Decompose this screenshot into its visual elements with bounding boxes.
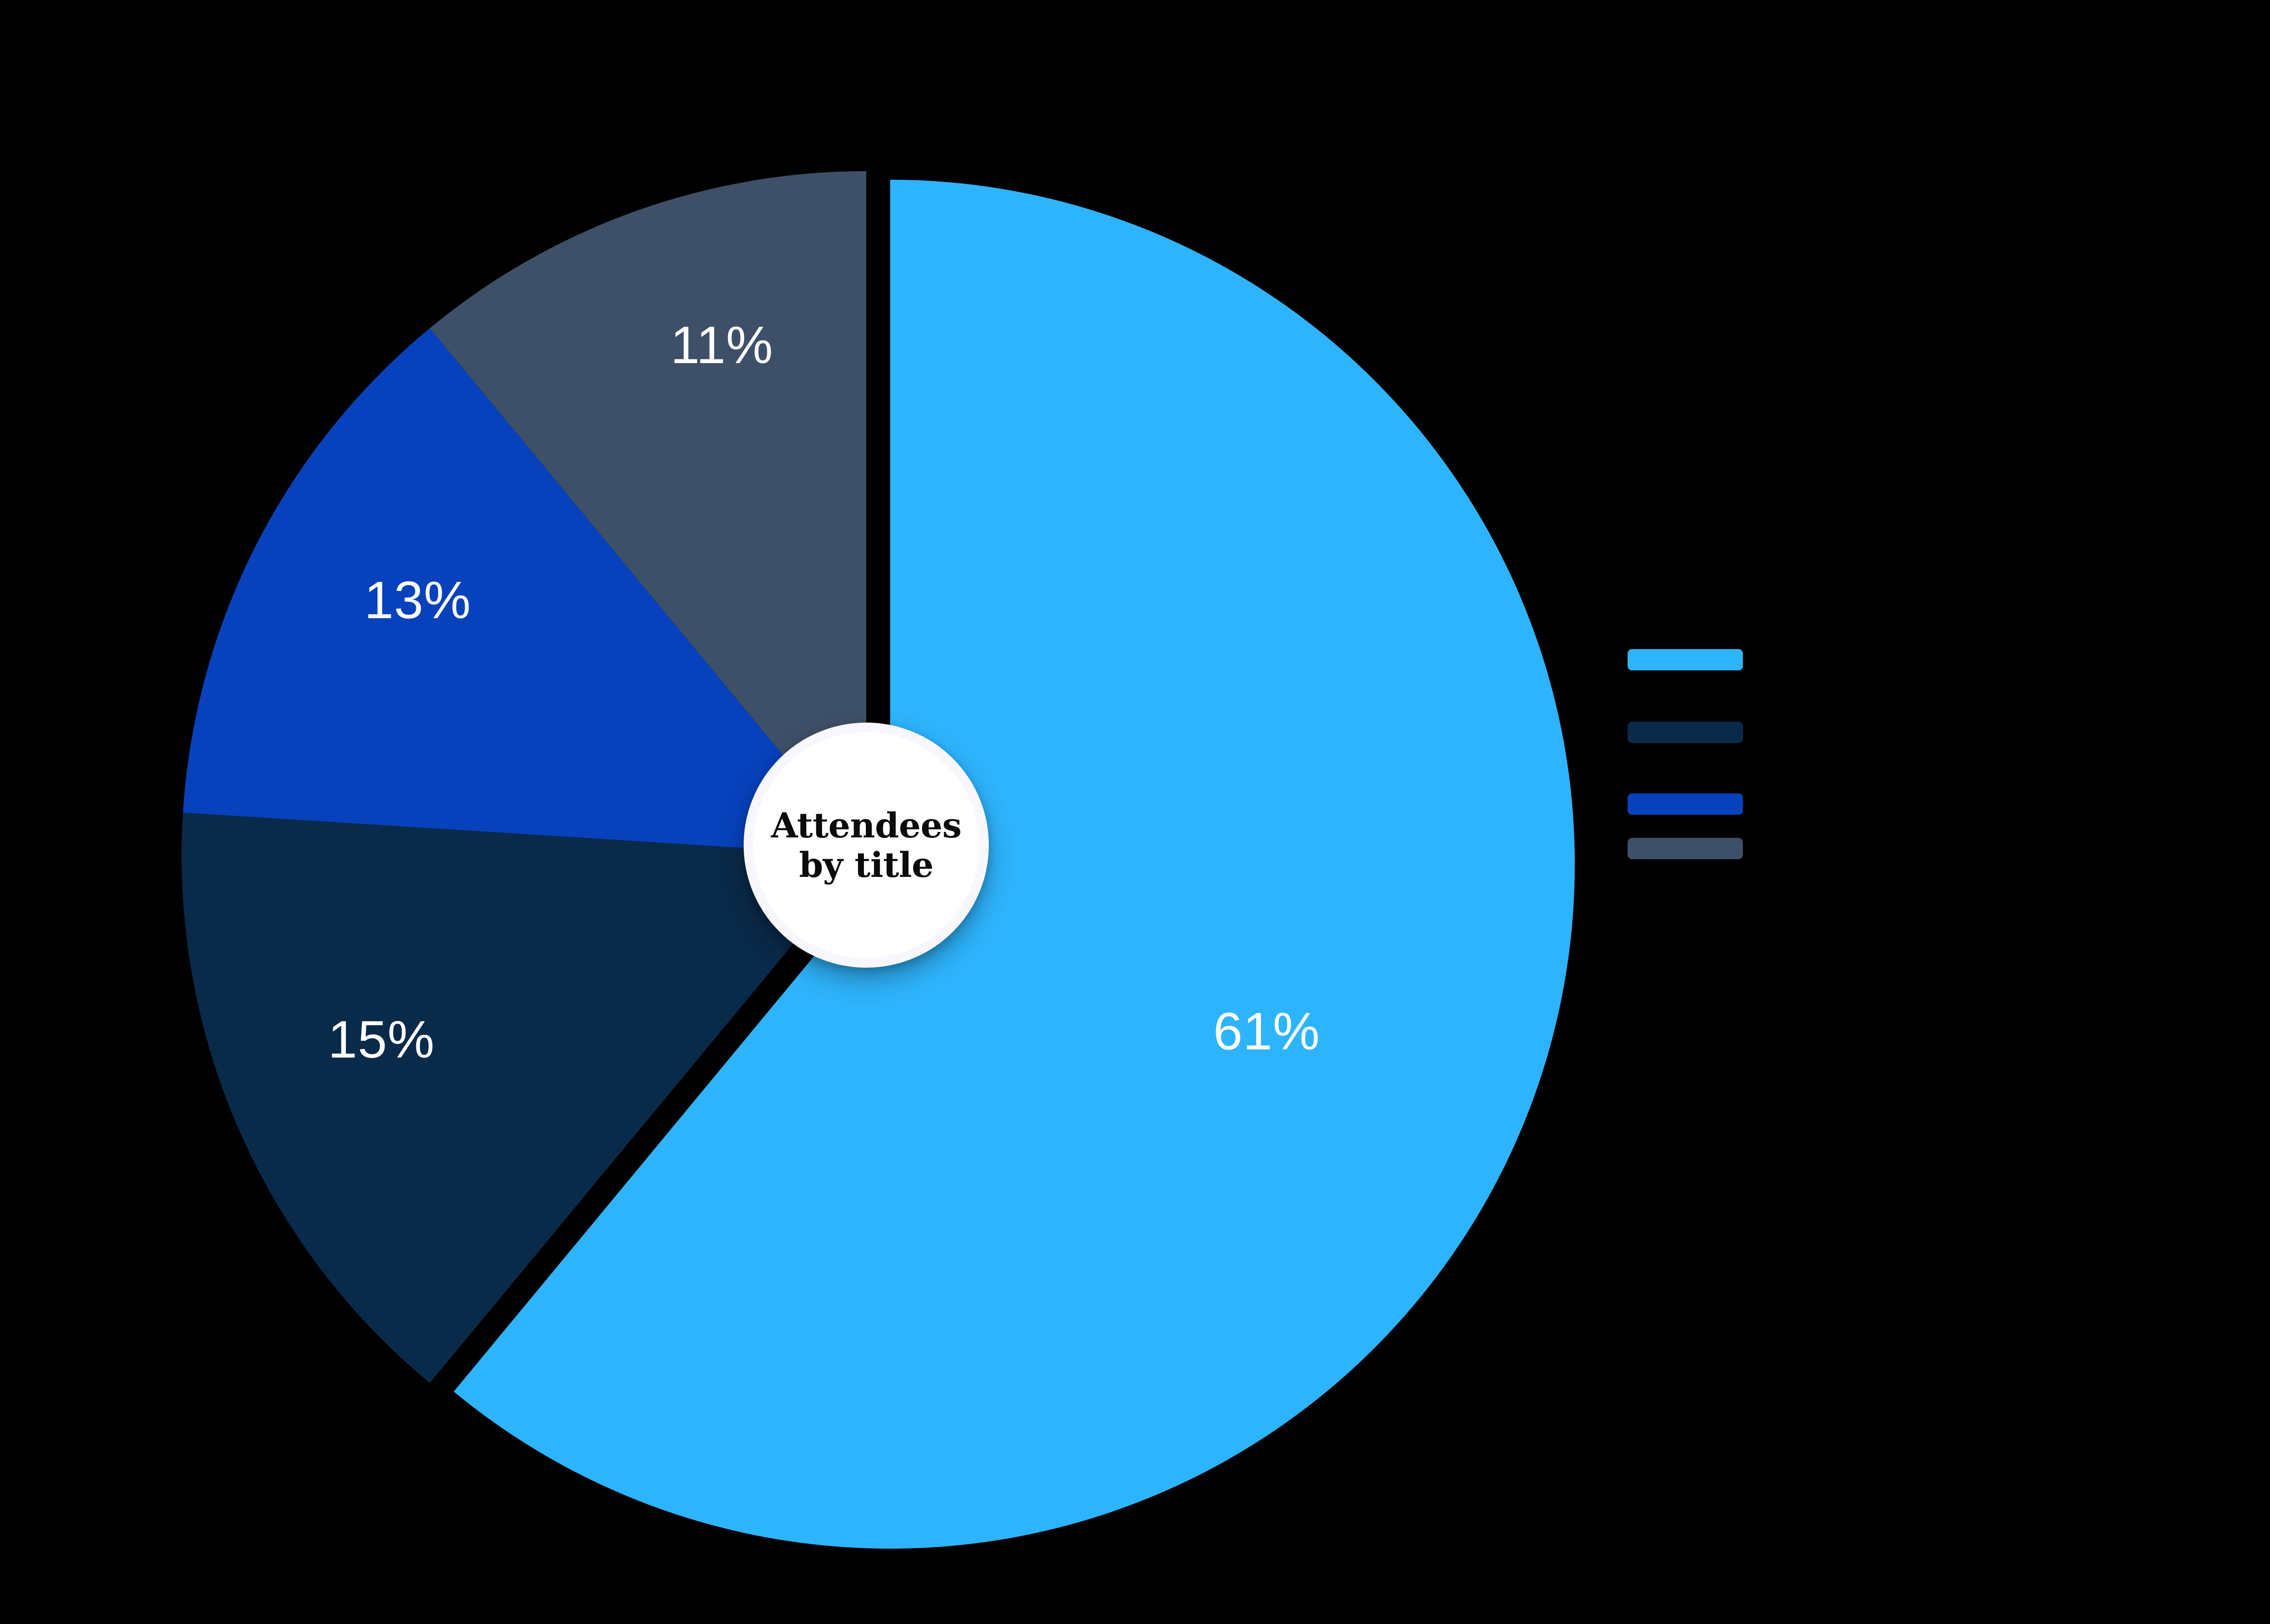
pie-chart-svg [182,171,1575,1549]
legend-item-0[interactable] [1628,648,1767,671]
donut-center-hole: Attendees by title [744,723,989,968]
pie-chart: 61% 15% 13% 11% Attendees by title [182,171,1575,1549]
legend-swatch-3 [1628,837,1743,859]
legend-swatch-2 [1628,793,1743,815]
pie-slices [182,171,1575,1549]
legend-swatch-1 [1628,721,1743,743]
pie-slice-3[interactable] [429,171,866,856]
pie-slice-0[interactable] [454,179,1575,1549]
pie-slice-2[interactable] [183,328,866,856]
legend-swatch-0 [1628,649,1743,670]
legend-item-3[interactable] [1628,837,1767,860]
donut-center-label: Attendees by title [771,805,962,885]
legend-item-1[interactable] [1628,721,1767,743]
pie-slice-1[interactable] [182,812,866,1383]
legend-item-2[interactable] [1628,792,1767,815]
